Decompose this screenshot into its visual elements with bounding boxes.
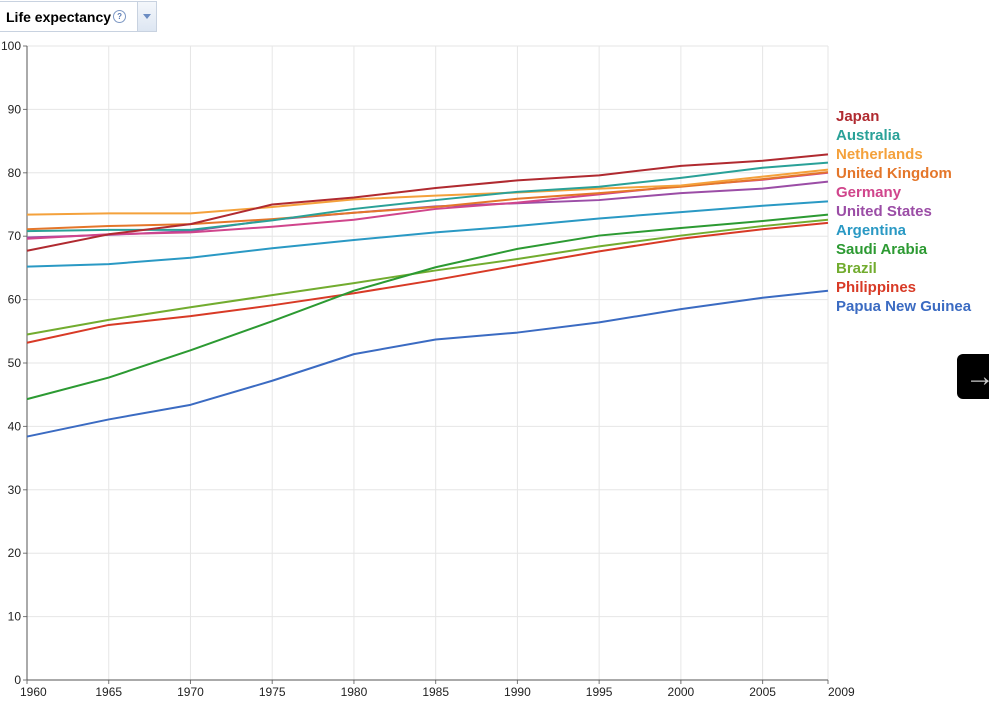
x-tick-label: 1990 [504,685,531,699]
y-tick-label: 40 [8,419,22,433]
series-line-saudi-arabia [26,213,829,401]
legend-item-japan[interactable]: Japan [836,108,880,125]
series-line-argentina [26,200,829,268]
chart-plot-area [26,153,829,438]
legend-item-saudi-arabia[interactable]: Saudi Arabia [836,241,928,258]
legend-item-australia[interactable]: Australia [836,127,901,144]
series-line-united-kingdom [26,171,829,231]
x-tick-label: 1985 [422,685,449,699]
x-tick-label: 1975 [259,685,286,699]
legend-item-germany[interactable]: Germany [836,184,902,201]
y-tick-label: 90 [8,102,22,116]
legend-item-united-kingdom[interactable]: United Kingdom [836,165,952,182]
series-line-japan [26,153,829,252]
x-tick-label: 1970 [177,685,204,699]
legend-item-netherlands[interactable]: Netherlands [836,146,923,163]
legend-item-papua-new-guinea[interactable]: Papua New Guinea [836,298,972,315]
x-tick-label: 2009 [828,685,855,699]
chart-axes: 0 10 20 30 40 50 60 70 80 90 100 1960 1965 1970 1975 19… [1,39,855,699]
next-button[interactable]: → [957,354,989,399]
y-tick-label: 70 [8,229,22,243]
legend-item-brazil[interactable]: Brazil [836,260,877,277]
help-icon[interactable]: ? [113,10,127,23]
y-tick-label: 100 [1,39,21,53]
metric-selector[interactable]: Life expectancy ? [0,1,158,32]
arrow-right-icon: → [965,359,989,393]
x-tick-label: 1995 [586,685,613,699]
metric-title-label: Life expectancy [6,8,112,25]
x-tick-label: 1965 [95,685,122,699]
series-line-netherlands [26,168,829,216]
legend-item-argentina[interactable]: Argentina [836,222,907,239]
chart-legend: Japan Australia Netherlands United Kingdom G… [836,107,971,316]
y-tick-label: 20 [8,546,22,560]
series-line-australia [26,161,829,233]
y-tick-label: 10 [8,610,22,624]
y-tick-label: 50 [8,356,22,370]
x-tick-label: 2005 [749,685,776,699]
legend-item-united-states[interactable]: United States [836,203,932,220]
series-line-philippines [26,221,829,344]
legend-item-philippines[interactable]: Philippines [836,279,917,296]
y-tick-label: 0 [14,673,21,687]
series-line-brazil [26,218,829,336]
y-tick-label: 80 [8,166,22,180]
x-tick-label: 2000 [668,685,695,699]
y-tick-label: 60 [8,293,22,307]
metric-dropdown-button[interactable] [137,2,157,31]
metric-title[interactable]: Life expectancy ? [0,2,137,31]
series-line-papua-new-guinea [26,289,829,438]
chart-grid [26,45,829,681]
y-tick-label: 30 [8,483,22,497]
chevron-down-icon [143,14,152,19]
x-tick-label: 1960 [20,685,47,699]
x-tick-label: 1980 [341,685,368,699]
